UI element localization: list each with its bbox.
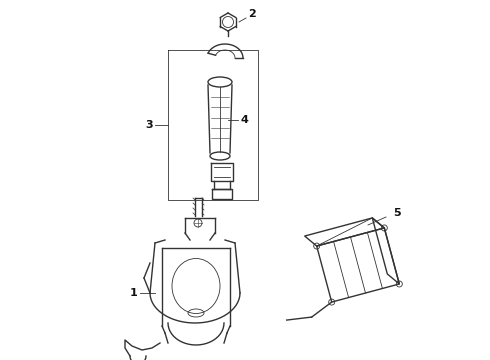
- Text: 5: 5: [393, 208, 401, 218]
- Text: 2: 2: [248, 9, 256, 19]
- Text: 1: 1: [130, 288, 138, 298]
- Text: 4: 4: [240, 115, 248, 125]
- Text: 3: 3: [145, 120, 152, 130]
